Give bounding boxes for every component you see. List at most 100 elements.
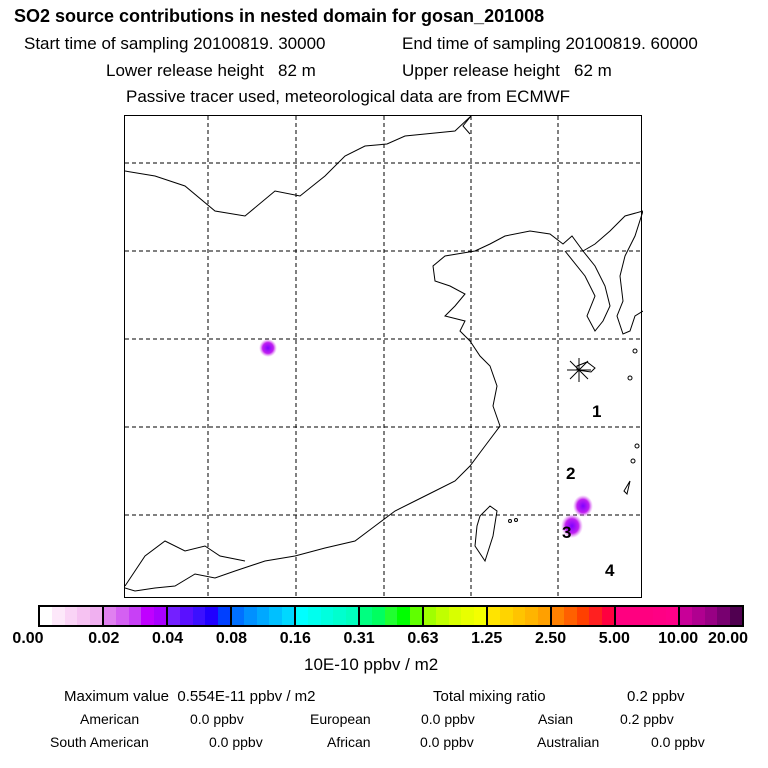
- colorbar-swatch: [128, 607, 142, 625]
- colorbar-swatch: [232, 607, 245, 625]
- colorbar-swatch: [448, 607, 462, 625]
- total-mixing-label: Total mixing ratio: [433, 688, 546, 705]
- colorbar-swatch: [244, 607, 257, 625]
- colorbar-swatch: [409, 607, 423, 625]
- end-time: End time of sampling 20100819. 60000: [402, 34, 698, 53]
- colorbar-group: [40, 607, 104, 625]
- colorbar-swatch: [589, 607, 602, 625]
- region-name: European: [310, 711, 371, 727]
- colorbar-tick-label: 0.63: [407, 630, 439, 647]
- region-name: South American: [50, 734, 149, 750]
- region-value: 0.0 ppbv: [190, 711, 244, 727]
- colorbar-swatch: [436, 607, 449, 625]
- colorbar-swatch: [89, 607, 103, 625]
- colorbar-swatch: [40, 607, 53, 625]
- colorbar-group: [168, 607, 232, 625]
- colorbar-swatch: [576, 607, 590, 625]
- colorbar-tick-label: 10.00: [658, 630, 699, 647]
- colorbar-swatch: [141, 607, 154, 625]
- colorbar-swatch: [192, 607, 206, 625]
- colorbar-swatch: [64, 607, 78, 625]
- colorbar-group: [296, 607, 360, 625]
- colorbar-tick-label: 2.50: [534, 630, 567, 647]
- colorbar-swatch: [281, 607, 295, 625]
- colorbar-swatch: [616, 607, 629, 625]
- colorbar-tick-label: 0.31: [343, 630, 375, 647]
- colorbar-group: [424, 607, 488, 625]
- colorbar-swatch: [628, 607, 641, 625]
- colorbar-swatch: [500, 607, 513, 625]
- colorbar-swatch: [665, 607, 679, 625]
- region-value: 0.0 ppbv: [209, 734, 263, 750]
- colorbar-swatch: [104, 607, 117, 625]
- region-value: 0.0 ppbv: [420, 734, 474, 750]
- colorbar-group: [552, 607, 616, 625]
- colorbar-swatch: [205, 607, 218, 625]
- colorbar-swatch: [217, 607, 231, 625]
- colorbar-swatch: [397, 607, 410, 625]
- colorbar-tick-label: 1.25: [471, 630, 503, 647]
- colorbar-swatch: [564, 607, 577, 625]
- colorbar-group: [360, 607, 424, 625]
- colorbar-swatch: [384, 607, 398, 625]
- colorbar-swatch: [308, 607, 321, 625]
- colorbar-swatch: [77, 607, 90, 625]
- region-label: 2: [566, 464, 575, 483]
- colorbar-swatch: [180, 607, 193, 625]
- colorbar-group: [488, 607, 552, 625]
- colorbar-group: [616, 607, 680, 625]
- region-value: 0.0 ppbv: [651, 734, 705, 750]
- region-name: Asian: [538, 711, 574, 727]
- colorbar-swatch: [153, 607, 167, 625]
- colorbar-tick-label: 0.00: [12, 630, 44, 647]
- colorbar-swatch: [333, 607, 346, 625]
- region-name: American: [80, 711, 140, 727]
- colorbar-swatch: [488, 607, 501, 625]
- colorbar-swatch: [345, 607, 359, 625]
- colorbar-group: [232, 607, 296, 625]
- colorbar-swatch: [296, 607, 309, 625]
- plume-spot: [561, 514, 583, 538]
- colorbar-swatch: [168, 607, 181, 625]
- colorbar-swatch: [640, 607, 654, 625]
- colorbar-swatch: [372, 607, 385, 625]
- colorbar-swatch: [256, 607, 270, 625]
- tracer-note: Passive tracer used, meteorological data…: [126, 87, 571, 106]
- coastlines: [124, 115, 644, 592]
- colorbar-swatch: [269, 607, 282, 625]
- colorbar-swatch: [512, 607, 526, 625]
- colorbar-swatch: [116, 607, 129, 625]
- region-name: Australian: [537, 734, 600, 750]
- colorbar-swatch: [525, 607, 538, 625]
- colorbar-swatch: [692, 607, 705, 625]
- map-svg: 1 2 3 4: [124, 115, 644, 599]
- colorbar-swatch: [461, 607, 474, 625]
- region-name: African: [327, 734, 371, 750]
- colorbar-tick-label: 0.08: [215, 630, 248, 647]
- colorbar-swatch: [360, 607, 373, 625]
- region-label: 3: [562, 523, 571, 542]
- colorbar-swatch: [729, 607, 743, 625]
- colorbar-group: [104, 607, 168, 625]
- plume-spot: [259, 339, 277, 357]
- plot-title: SO2 source contributions in nested domai…: [14, 6, 545, 26]
- grid-lines: [125, 116, 643, 599]
- max-value: Maximum value 0.554E-11 ppbv / m2: [64, 688, 316, 705]
- colorbar-swatch: [552, 607, 565, 625]
- colorbar-swatch: [537, 607, 551, 625]
- colorbar-swatch: [653, 607, 666, 625]
- upper-release-height: Upper release height 62 m: [402, 61, 612, 80]
- colorbar-swatch: [52, 607, 65, 625]
- lower-release-height: Lower release height 82 m: [106, 61, 316, 80]
- region-label: 1: [592, 402, 601, 421]
- colorbar-tick-label: 20.00: [707, 630, 749, 647]
- colorbar-tick-label: 5.00: [598, 630, 630, 647]
- colorbar-units: 10E-10 ppbv / m2: [304, 655, 439, 674]
- receptor-star-icon: [567, 358, 591, 382]
- colorbar-swatch: [601, 607, 615, 625]
- colorbar-swatch: [704, 607, 718, 625]
- colorbar-tick-label: 0.04: [152, 630, 184, 647]
- plume-spot: [573, 495, 593, 517]
- colorbar-swatch: [320, 607, 334, 625]
- colorbar-swatch: [717, 607, 730, 625]
